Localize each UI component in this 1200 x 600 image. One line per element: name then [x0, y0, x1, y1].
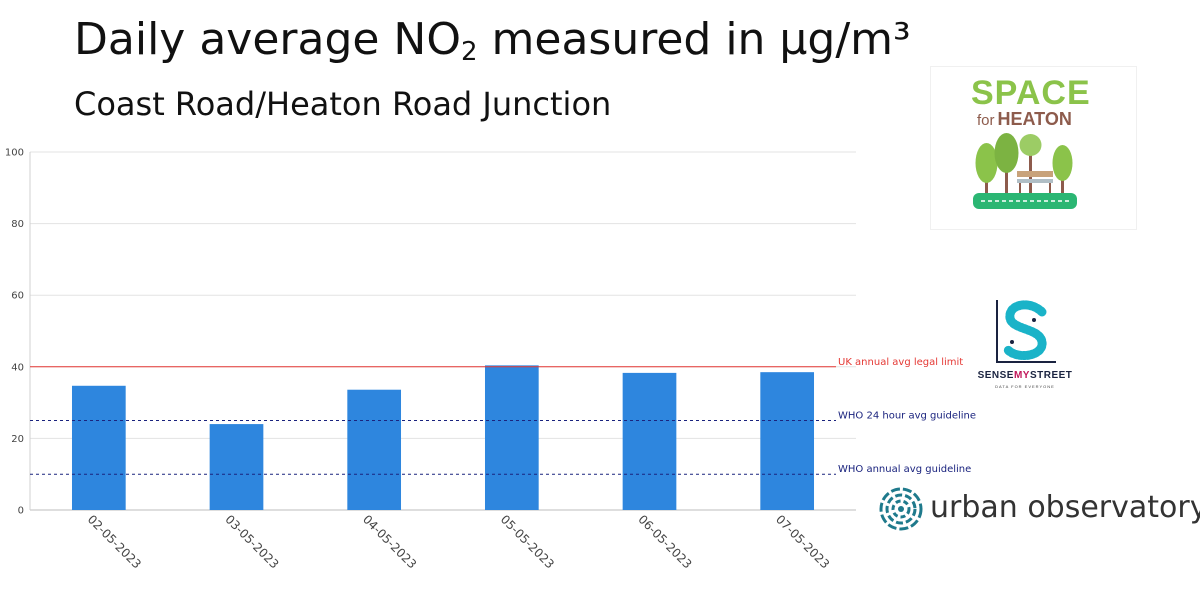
bar — [347, 389, 402, 510]
y-tick-label: 100 — [5, 148, 24, 159]
space-logo-for: for — [977, 112, 995, 129]
y-tick-label: 20 — [11, 434, 24, 445]
urban-observatory-logo: urban observatory — [878, 486, 1200, 534]
sense-my-street-icon — [996, 300, 1056, 363]
reference-line-label: WHO 24 hour avg guideline — [838, 411, 976, 422]
bar — [484, 365, 539, 510]
bar — [209, 424, 264, 510]
sense-my-street-logo: SENSEMYSTREET DATA FOR EVERYONE — [970, 298, 1080, 398]
x-tick-label: 06-05-2023 — [635, 512, 694, 571]
bar — [760, 372, 815, 510]
space-logo-word: SPACE — [971, 74, 1091, 112]
title-subscript: 2 — [460, 37, 478, 67]
x-tick-label: 02-05-2023 — [85, 512, 144, 571]
reference-line-label: UK annual avg legal limit — [838, 357, 963, 368]
x-tick-label: 07-05-2023 — [773, 512, 832, 571]
park-trees-icon — [973, 133, 1077, 209]
space-for-heaton-logo: SPACE for HEATON — [930, 66, 1137, 230]
x-tick-label: 05-05-2023 — [498, 512, 557, 571]
space-logo-heaton: HEATON — [997, 109, 1072, 129]
reference-line-label: WHO annual avg guideline — [838, 464, 971, 475]
sense-my-street-tagline: DATA FOR EVERYONE — [995, 384, 1055, 389]
x-tick-label: 04-05-2023 — [360, 512, 419, 571]
sense-my-street-name: SENSEMYSTREET — [977, 370, 1073, 381]
space-logo-subtext: for HEATON — [977, 109, 1072, 131]
bar — [622, 372, 677, 510]
chart-subtitle: Coast Road/Heaton Road Junction — [74, 85, 612, 123]
bar — [71, 385, 126, 510]
y-tick-label: 0 — [18, 506, 24, 517]
x-tick-label: 03-05-2023 — [222, 512, 281, 571]
urban-observatory-icon — [879, 487, 923, 531]
urban-observatory-name: urban observatory — [930, 490, 1200, 525]
title-rest: measured in µg/m³ — [477, 14, 911, 65]
y-tick-label: 40 — [11, 362, 24, 373]
y-tick-label: 80 — [11, 219, 24, 230]
title-main: Daily average NO — [74, 14, 461, 65]
chart-title: Daily average NO2 measured in µg/m³ — [74, 12, 911, 80]
y-tick-label: 60 — [11, 291, 24, 302]
